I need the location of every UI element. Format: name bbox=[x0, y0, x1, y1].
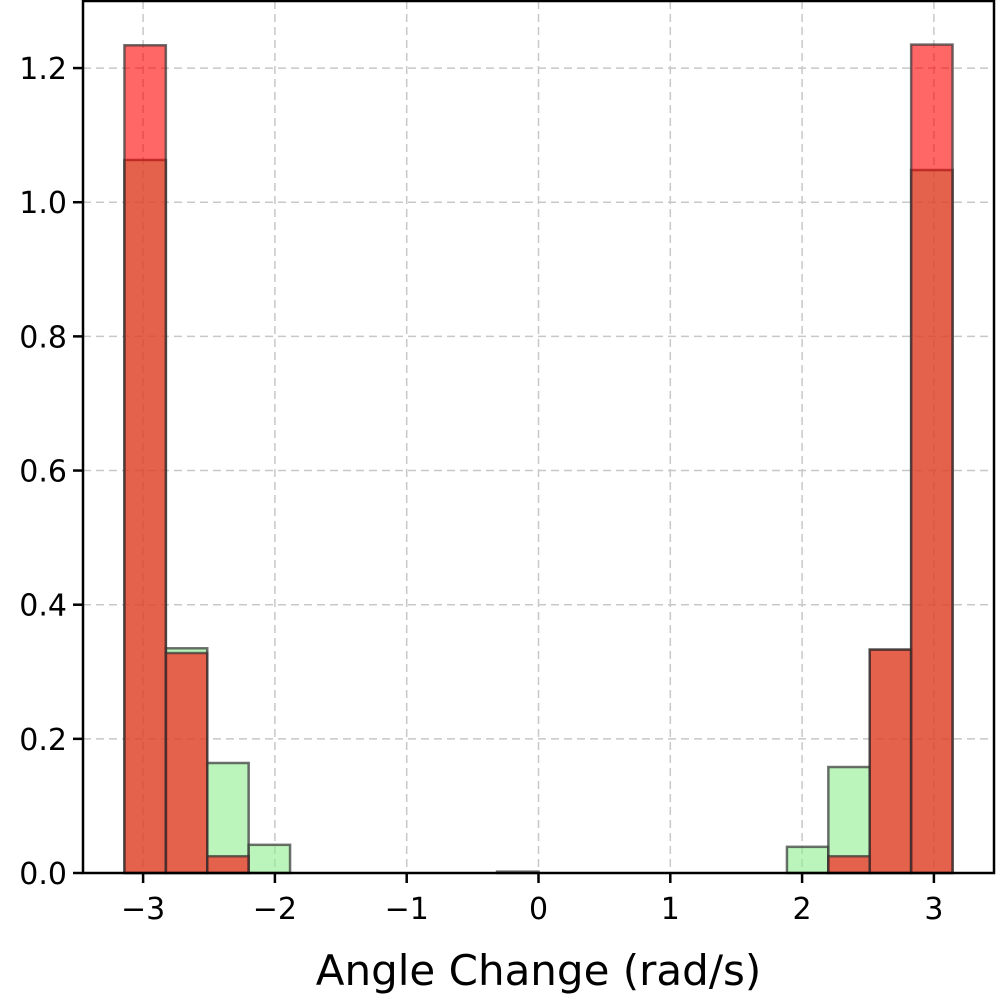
histogram-bar-series-1 bbox=[785, 845, 830, 875]
histogram-bar-series-2 bbox=[206, 854, 250, 875]
x-tick-label: −2 bbox=[253, 892, 297, 927]
histogram-bar-series-2 bbox=[909, 43, 954, 875]
y-tick-label: 1.2 bbox=[19, 52, 67, 87]
y-tick-label: 1.0 bbox=[19, 186, 67, 221]
x-tick-label: 0 bbox=[529, 892, 548, 927]
x-tick-label: −3 bbox=[121, 892, 165, 927]
histogram-bar-series-2 bbox=[123, 44, 168, 875]
histogram-bar-series-2 bbox=[164, 651, 209, 875]
y-tick-label: 0.0 bbox=[19, 857, 67, 892]
histogram-bar-series-2 bbox=[827, 854, 871, 875]
y-tick-label: 0.2 bbox=[19, 723, 67, 758]
x-axis-ticks: −3 −2 −1 0 1 2 3 bbox=[121, 873, 943, 927]
x-tick-label: 2 bbox=[793, 892, 812, 927]
y-tick-label: 0.4 bbox=[19, 589, 67, 624]
grid-lines bbox=[83, 1, 994, 874]
y-tick-label: 0.8 bbox=[19, 320, 67, 355]
histogram-bar-series-2 bbox=[868, 648, 913, 875]
x-tick-label: −1 bbox=[385, 892, 429, 927]
bars bbox=[123, 43, 954, 875]
histogram-bar-series-1 bbox=[206, 761, 250, 875]
x-axis-label: Angle Change (rad/s) bbox=[316, 946, 762, 995]
histogram-bar-series-1 bbox=[247, 843, 292, 875]
x-tick-label: 1 bbox=[661, 892, 680, 927]
y-tick-label: 0.6 bbox=[19, 455, 67, 490]
y-axis-ticks: 0.0 0.2 0.4 0.6 0.8 1.0 1.2 bbox=[19, 52, 83, 892]
x-tick-label: 3 bbox=[924, 892, 943, 927]
